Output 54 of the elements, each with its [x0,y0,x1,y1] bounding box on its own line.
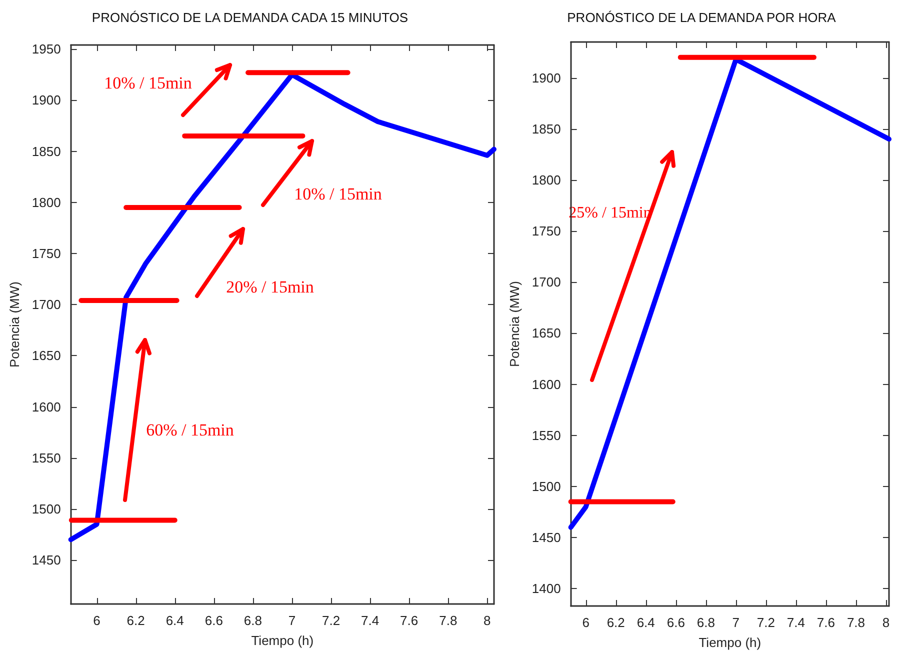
x-axis-title: Tiempo (h) [251,633,314,648]
x-tick-label: 8 [484,613,491,628]
y-tick-label: 1450 [532,530,561,546]
y-tick-label: 1850 [32,144,61,159]
y-tick-label: 1400 [532,581,561,596]
annotation: 10% / 15min [104,74,192,92]
y-tick-label: 1700 [532,274,561,290]
y-tick-label: 1450 [32,552,61,568]
y-tick-label: 1750 [32,246,61,261]
y-tick-label: 1550 [32,450,61,466]
y-tick-label: 1650 [32,348,61,364]
y-tick-label: 1750 [532,224,561,239]
annotation: 10% / 15min [294,184,382,204]
x-tick-label: 6.6 [666,615,685,630]
x-tick-label: 7 [732,615,740,630]
x-tick-label: 6.2 [606,615,625,630]
y-tick-label: 1650 [532,326,561,341]
x-tick-label: 6 [582,615,590,630]
y-tick-label: 1700 [32,297,61,312]
y-tick-label: 1900 [532,70,561,86]
x-tick-label: 7.4 [786,615,805,630]
chart-title: PRONÓSTICO DE LA DEMANDA CADA 15 MINUTOS [92,10,408,25]
y-tick-label: 1500 [32,501,61,516]
x-tick-label: 6.4 [166,613,184,628]
x-tick-label: 7.6 [400,613,418,628]
y-axis-title: Potencia (MW) [507,281,522,367]
y-tick-label: 1800 [532,172,561,188]
y-tick-label: 1900 [32,92,61,108]
y-tick-label: 1950 [32,42,61,57]
y-tick-label: 1600 [32,399,61,414]
y-tick-label: 1550 [532,428,561,443]
x-tick-label: 7.8 [846,615,866,630]
x-tick-label: 7.2 [756,615,775,630]
y-tick-label: 1500 [532,478,561,494]
x-tick-label: 7 [288,613,296,628]
x-axis-title: Tiempo (h) [698,635,762,650]
x-tick-label: 6.6 [204,613,223,628]
chart-title: PRONÓSTICO DE LA DEMANDA POR HORA [567,10,836,25]
x-tick-label: 6.4 [636,615,655,630]
annotation: 60% / 15min [146,420,234,440]
x-tick-label: 6 [93,613,100,628]
y-tick-label: 1800 [32,194,61,210]
x-tick-label: 6.8 [244,613,262,628]
y-tick-label: 1600 [532,376,561,392]
annotation: 20% / 15min [226,278,314,296]
y-axis-title: Potencia (MW) [7,282,22,368]
x-tick-label: 6.8 [696,615,715,630]
x-tick-label: 7.6 [816,615,836,630]
y-tick-label: 1850 [532,121,561,136]
x-tick-label: 8 [882,615,890,630]
x-tick-label: 7.2 [322,613,340,628]
x-tick-label: 7.4 [361,613,380,628]
x-tick-label: 6.2 [126,613,145,628]
x-tick-label: 7.8 [439,613,458,628]
